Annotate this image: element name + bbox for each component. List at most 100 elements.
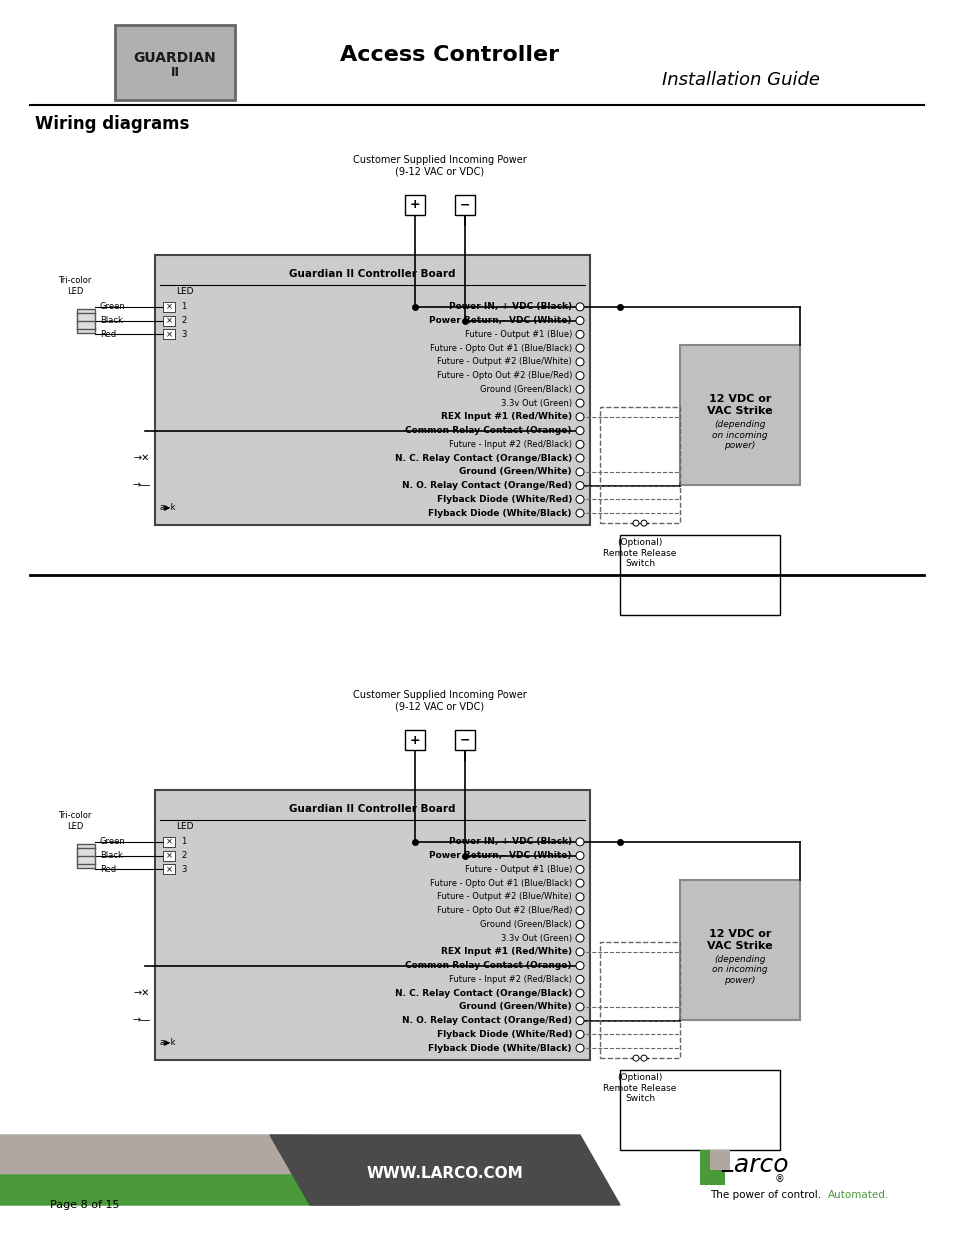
Circle shape [576,866,583,873]
Text: Guardian II Controller Board: Guardian II Controller Board [289,269,456,279]
Text: LED: LED [176,287,193,296]
Text: Flyback Diode (White/Red): Flyback Diode (White/Red) [436,1030,572,1039]
Circle shape [576,345,583,352]
Text: Future - Opto Out #1 (Blue/Black): Future - Opto Out #1 (Blue/Black) [430,878,572,888]
Bar [619,535,780,615]
Text: Future - Input #2 (Red/Black): Future - Input #2 (Red/Black) [449,974,572,984]
Text: 3: 3 [181,330,186,338]
Text: 3.3v Out (Green): 3.3v Out (Green) [500,934,572,942]
Text: ×: × [165,303,172,311]
Text: Wiring diagrams: Wiring diagrams [35,115,190,133]
Text: 2: 2 [181,316,186,325]
Text: →✕: →✕ [133,988,150,998]
Bar [163,316,174,326]
Text: ×: × [165,864,172,874]
Circle shape [576,1003,583,1011]
Text: Automated.: Automated. [827,1191,888,1200]
Text: a▶k: a▶k [160,1036,176,1046]
Circle shape [640,520,646,526]
Bar [700,1150,724,1186]
Bar [599,406,679,524]
Text: a▶k: a▶k [160,501,176,511]
Circle shape [576,372,583,379]
Text: Access Controller: Access Controller [340,44,559,65]
Text: Power Return,- VDC (White): Power Return,- VDC (White) [429,316,572,325]
Text: Future - Input #2 (Red/Black): Future - Input #2 (Red/Black) [449,440,572,448]
Bar [599,942,679,1058]
Text: Future - Opto Out #1 (Blue/Black): Future - Opto Out #1 (Blue/Black) [430,343,572,353]
Circle shape [576,358,583,366]
Text: Customer Supplied Incoming Power
(9-12 VAC or VDC): Customer Supplied Incoming Power (9-12 V… [353,156,526,177]
Circle shape [576,1016,583,1025]
Text: Tri-color
LED: Tri-color LED [58,277,91,295]
Text: Page 8 of 15: Page 8 of 15 [50,1200,119,1210]
Circle shape [633,520,639,526]
Bar [163,301,174,312]
Text: Future - Output #1 (Blue): Future - Output #1 (Blue) [464,864,572,874]
Circle shape [576,426,583,435]
Text: N. C. Relay Contact (Orange/Black): N. C. Relay Contact (Orange/Black) [395,989,572,998]
Circle shape [576,1044,583,1052]
Text: 1: 1 [181,837,186,846]
Text: Ground (Green/White): Ground (Green/White) [459,1003,572,1011]
Text: 2: 2 [181,851,186,860]
Bar [455,730,475,750]
Circle shape [576,989,583,997]
Text: 12 VDC or
VAC Strike: 12 VDC or VAC Strike [706,394,772,416]
Text: LED: LED [176,823,193,831]
Circle shape [576,495,583,504]
Circle shape [633,1055,639,1061]
Text: Larco: Larco [720,1153,788,1177]
Text: −: − [459,734,470,746]
Circle shape [640,1055,646,1061]
Circle shape [576,852,583,860]
Circle shape [576,509,583,517]
Text: +: + [409,734,420,746]
Circle shape [576,399,583,408]
Bar [679,345,800,485]
Text: The power of control.: The power of control. [709,1191,821,1200]
Text: Black: Black [100,316,123,325]
Text: ®: ® [774,1174,784,1184]
Text: Future - Output #2 (Blue/White): Future - Output #2 (Blue/White) [436,357,572,367]
Text: GUARDIAN: GUARDIAN [133,51,216,65]
Circle shape [576,879,583,887]
Circle shape [576,893,583,900]
Circle shape [576,441,583,448]
Bar [455,195,475,215]
Text: WWW.LARCO.COM: WWW.LARCO.COM [366,1166,523,1181]
Bar [679,881,800,1020]
Text: II: II [171,65,179,79]
Text: Ground (Green/Black): Ground (Green/Black) [479,385,572,394]
Bar [115,25,234,100]
Text: Future - Output #1 (Blue): Future - Output #1 (Blue) [464,330,572,338]
Text: +: + [409,199,420,211]
Text: N. O. Relay Contact (Orange/Red): N. O. Relay Contact (Orange/Red) [401,1016,572,1025]
Bar [405,730,424,750]
Circle shape [576,331,583,338]
Circle shape [576,482,583,489]
Text: Black: Black [100,851,123,860]
Text: ×: × [165,316,172,325]
Text: 3: 3 [181,864,186,874]
Text: →―: →― [132,480,150,490]
Text: Flyback Diode (White/Black): Flyback Diode (White/Black) [428,1044,572,1052]
Text: Ground (Green/White): Ground (Green/White) [459,467,572,477]
Text: Flyback Diode (White/Red): Flyback Diode (White/Red) [436,495,572,504]
Circle shape [576,412,583,421]
Circle shape [576,385,583,394]
Text: Green: Green [100,837,126,846]
Text: Guardian II Controller Board: Guardian II Controller Board [289,804,456,814]
Circle shape [576,1030,583,1039]
Bar [77,309,95,332]
Text: ×: × [165,330,172,338]
Text: −: − [459,199,470,211]
Text: Future - Opto Out #2 (Blue/Red): Future - Opto Out #2 (Blue/Red) [436,906,572,915]
Text: (depending
on incoming
power): (depending on incoming power) [712,955,767,984]
Circle shape [576,906,583,915]
Text: 1: 1 [181,303,186,311]
Bar [619,1070,780,1150]
Text: ×: × [165,837,172,846]
Text: Future - Output #2 (Blue/White): Future - Output #2 (Blue/White) [436,893,572,902]
Text: ×: × [165,851,172,860]
